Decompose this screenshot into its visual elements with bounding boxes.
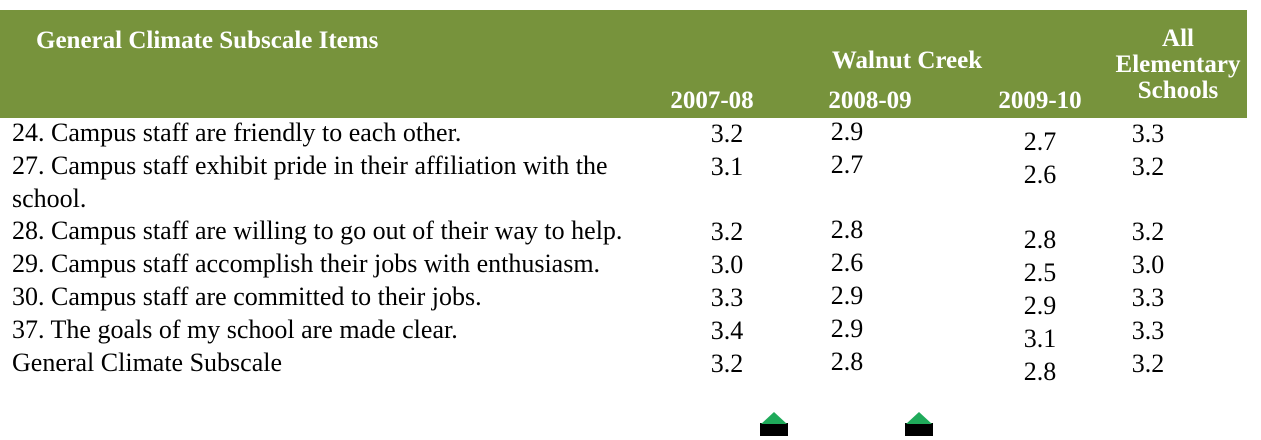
value-cell: 2.9 bbox=[1023, 291, 1057, 320]
item-text: 29. Campus staff accomplish their jobs w… bbox=[12, 249, 601, 279]
value-cell: 3.0 bbox=[1131, 250, 1165, 280]
value-cell: 3.2 bbox=[1131, 151, 1165, 181]
item-text: 27. Campus staff exhibit pride in their … bbox=[12, 150, 608, 213]
value-cell: 3.1 bbox=[1023, 323, 1057, 353]
trend-icon bbox=[905, 412, 933, 436]
item-text: 37. The goals of my school are made clea… bbox=[12, 314, 458, 344]
item-text: General Climate Subscale bbox=[12, 347, 283, 377]
year-label: 2008-09 bbox=[828, 87, 912, 114]
value-cell: 3.2 bbox=[710, 119, 744, 148]
value-cell: 3.0 bbox=[710, 250, 744, 280]
value-cell: 3.3 bbox=[1131, 283, 1165, 312]
value-cell: 2.5 bbox=[1023, 258, 1057, 288]
value-cell: 3.3 bbox=[710, 283, 744, 312]
item-text: 28. Campus staff are willing to go out o… bbox=[12, 216, 623, 246]
value-cell: 3.2 bbox=[710, 348, 744, 378]
item-text: 24. Campus staff are friendly to each ot… bbox=[12, 118, 462, 147]
trend-icon bbox=[760, 412, 788, 436]
value-cell: 3.1 bbox=[710, 151, 744, 181]
value-cell: 2.8 bbox=[1023, 356, 1057, 386]
value-cell: 2.6 bbox=[1023, 159, 1057, 189]
value-cell: 2.7 bbox=[1023, 127, 1057, 156]
value-cell: 3.2 bbox=[710, 217, 744, 247]
value-cell: 2.9 bbox=[830, 281, 864, 310]
value-cell: 2.7 bbox=[830, 149, 864, 179]
value-cell: 3.3 bbox=[1131, 315, 1165, 345]
comparison-label: All Elementary Schools bbox=[1115, 25, 1241, 104]
group-label: Walnut Creek bbox=[831, 47, 983, 74]
value-cell: 2.8 bbox=[830, 215, 864, 245]
value-cell: 2.8 bbox=[1023, 225, 1057, 255]
header-title: General Climate Subscale Items bbox=[36, 27, 379, 54]
value-cell: 3.2 bbox=[1131, 217, 1165, 247]
item-text: 30. Campus staff are committed to their … bbox=[12, 282, 482, 311]
value-cell: 2.8 bbox=[830, 346, 864, 376]
year-label: 2009-10 bbox=[998, 87, 1082, 114]
header-bar bbox=[0, 10, 1247, 118]
value-cell: 3.4 bbox=[710, 315, 744, 345]
value-cell: 3.3 bbox=[1131, 119, 1165, 148]
value-cell: 2.9 bbox=[830, 313, 864, 343]
year-label: 2007-08 bbox=[670, 87, 754, 114]
value-cell: 2.6 bbox=[830, 248, 864, 278]
value-cell: 3.2 bbox=[1131, 348, 1165, 378]
value-cell: 2.9 bbox=[830, 117, 864, 146]
